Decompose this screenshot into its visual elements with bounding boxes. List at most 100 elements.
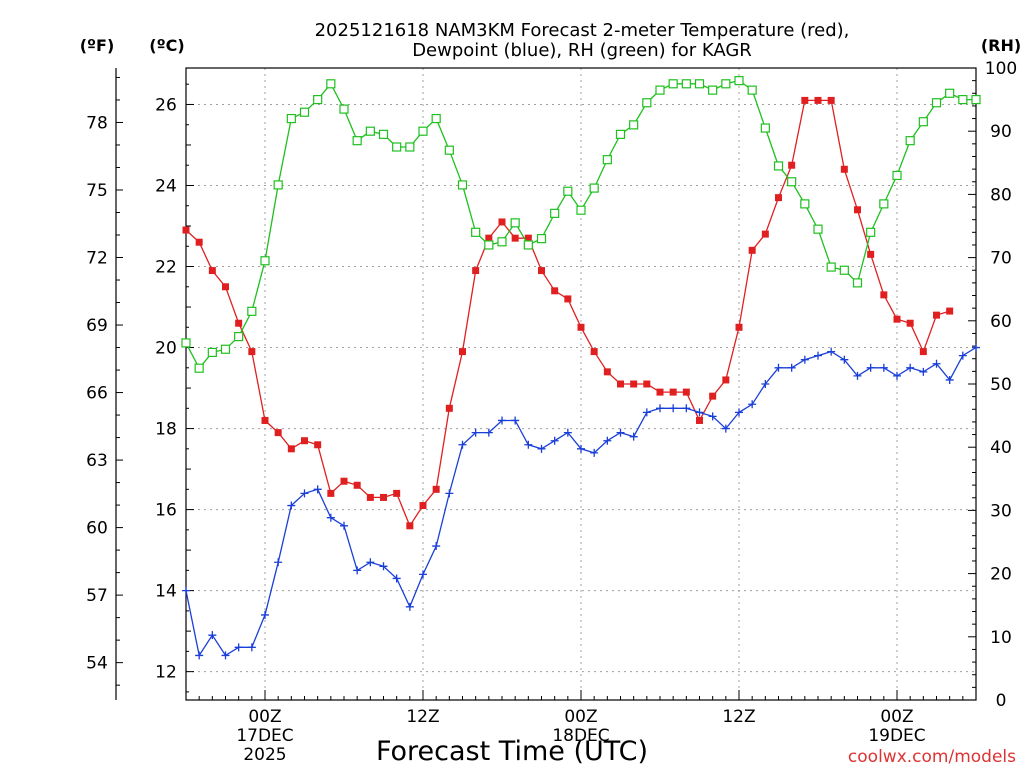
temperature-point [314, 441, 322, 449]
celsius-tick-label: 22 [155, 258, 177, 278]
dewpoint-point [208, 631, 217, 640]
rh-point [866, 227, 876, 237]
rh-point [352, 136, 362, 146]
series-plus-group [182, 343, 980, 660]
temperature-point [919, 348, 927, 356]
rh-tick-label: 100 [985, 59, 1017, 79]
temperature-point [380, 493, 387, 501]
rh-point [958, 94, 968, 105]
rh-point [813, 224, 823, 234]
temperature-point [459, 348, 466, 356]
rh-point [431, 113, 441, 124]
celsius-tick-label: 20 [155, 339, 177, 359]
temperature-point [524, 234, 532, 242]
rh-point [418, 126, 428, 136]
rh-point [971, 94, 981, 105]
dewpoint-point [893, 371, 901, 380]
dewpoint-point [787, 363, 796, 372]
dewpoint-point [432, 542, 441, 551]
chart-title-line1: 2025121618 NAM3KM Forecast 2-meter Tempe… [315, 20, 850, 41]
dewpoint-point [471, 428, 480, 437]
rh-point [905, 136, 915, 146]
plot-frame [185, 67, 977, 701]
dewpoint-point [945, 375, 954, 384]
temperature-point [617, 380, 624, 388]
temperature-point [485, 234, 493, 242]
fahrenheit-tick-label: 75 [86, 181, 108, 201]
fahrenheit-tick-label: 54 [86, 654, 108, 674]
dewpoint-point [550, 436, 559, 445]
rh-point [497, 237, 507, 247]
rh-point [444, 145, 454, 155]
rh-tick-label: 20 [990, 565, 1012, 585]
temperature-point [274, 429, 282, 437]
dewpoint-point [906, 363, 915, 372]
rh-tick-label: 60 [990, 312, 1012, 332]
dewpoint-point [379, 562, 388, 571]
rh-point [694, 79, 705, 89]
temperature-point [867, 250, 875, 258]
rh-point [299, 107, 310, 117]
temperature-point [933, 311, 940, 319]
rh-tick-label: 0 [996, 691, 1007, 711]
rh-point [800, 199, 810, 209]
temperature-point [696, 416, 703, 424]
dewpoint-point [445, 489, 454, 498]
rh-point [563, 186, 573, 196]
temperature-point [603, 368, 611, 376]
rh-point [523, 240, 533, 250]
series-filled-square-group [182, 96, 954, 530]
rh-point [326, 79, 336, 89]
rh-tick-label: 90 [990, 122, 1012, 142]
fahrenheit-tick-label: 63 [86, 451, 108, 471]
dewpoint-point [221, 651, 230, 660]
dewpoint-point [419, 570, 427, 579]
rh-point [879, 199, 889, 209]
rh-point [550, 208, 560, 218]
dewpoint-point [458, 440, 467, 449]
dewpoint-point [234, 643, 243, 652]
rh-tick-label: 70 [990, 249, 1012, 269]
grid-lines [186, 68, 976, 700]
temperature-point [775, 194, 782, 202]
temperature-point [814, 96, 822, 104]
dewpoint-point [814, 351, 822, 360]
rh-point [194, 363, 204, 373]
temperature-point [195, 238, 203, 246]
rh-point [892, 170, 902, 181]
dewpoint-point [603, 436, 612, 445]
dewpoint-point [247, 643, 256, 652]
celsius-tick-label: 12 [155, 663, 177, 683]
temperature-point [353, 481, 361, 489]
rh-point [365, 126, 375, 136]
dewpoint-point [537, 444, 546, 453]
rh-point [405, 142, 415, 152]
fahrenheit-tick-label: 57 [86, 586, 108, 606]
temperature-point [946, 307, 954, 315]
temperature-point [208, 267, 216, 275]
rh-point [392, 142, 402, 152]
rh-point [273, 180, 283, 190]
rh-point [747, 85, 757, 95]
celsius-tick-label: 16 [155, 501, 177, 521]
data-series [181, 76, 981, 660]
rh-point [615, 129, 626, 139]
source-credit: coolwx.com/models [848, 747, 1016, 767]
rh-point [839, 265, 849, 275]
dewpoint-point [195, 651, 204, 660]
rh-point [339, 104, 349, 114]
celsius-tick-label: 24 [155, 176, 177, 196]
temperature-point [709, 392, 717, 400]
rh-point [931, 98, 942, 108]
temperature-point [511, 234, 519, 242]
temperature-point [906, 319, 914, 327]
rh-point [918, 117, 928, 127]
temperature-point [748, 246, 756, 254]
dewpoint-point [721, 424, 730, 433]
rh-point [536, 234, 547, 244]
dewpoint-point [590, 448, 599, 457]
dewpoint-point [287, 501, 296, 510]
temperature-point [419, 502, 427, 510]
temperature-point [498, 218, 506, 226]
rh-point [286, 113, 296, 124]
